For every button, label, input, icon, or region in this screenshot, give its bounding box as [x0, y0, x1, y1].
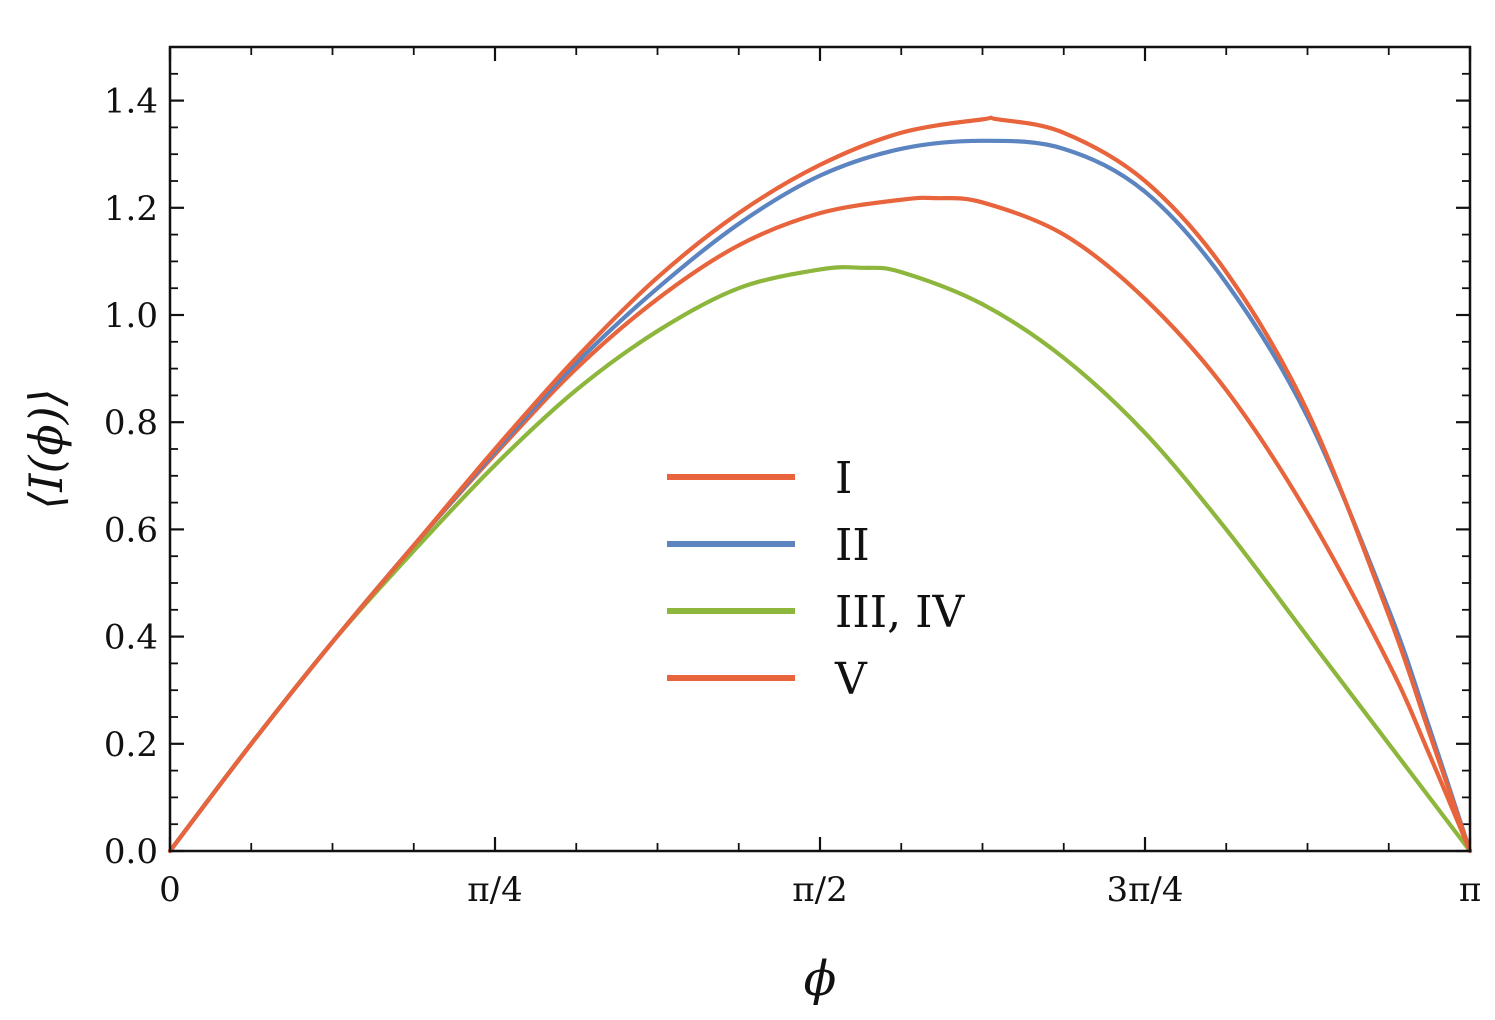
- legend-label: I: [835, 453, 852, 504]
- y-tick-label: 1.4: [104, 82, 158, 122]
- legend-label: II: [835, 520, 870, 571]
- x-tick-label: 3π/4: [1106, 870, 1183, 910]
- x-tick-label: π/4: [467, 870, 522, 910]
- series-line-4: [167, 195, 1473, 854]
- x-axis-label: ϕ: [804, 951, 837, 1007]
- tick-labels: 0.0 0.2 0.4 0.6 0.8 1.0 1.2 1.4 0 π/4 π/2 3π/4 π: [104, 82, 1481, 910]
- x-tick-label: π/2: [792, 870, 847, 910]
- ticks: [168, 47, 1472, 853]
- plot-frame: [168, 45, 1472, 853]
- y-tick-label: 0.4: [104, 618, 158, 658]
- legend-label: V: [834, 654, 868, 705]
- legend-label: III, IV: [835, 587, 965, 638]
- y-tick-label: 1.2: [104, 189, 158, 229]
- y-tick-label: 0.2: [104, 725, 158, 765]
- y-tick-label: 1.0: [104, 296, 158, 336]
- y-tick-label: 0.6: [104, 510, 158, 550]
- y-axis-label: ⟨I(ϕ)⟩: [19, 388, 73, 509]
- y-tick-label: 0.8: [104, 403, 158, 443]
- x-tick-label: 0: [159, 870, 181, 910]
- series-lines: [167, 115, 1473, 854]
- series-line-1: [167, 115, 1473, 854]
- series-line-2: [167, 138, 1473, 854]
- y-tick-label: 0.0: [104, 832, 158, 872]
- x-tick-label: π: [1459, 870, 1481, 910]
